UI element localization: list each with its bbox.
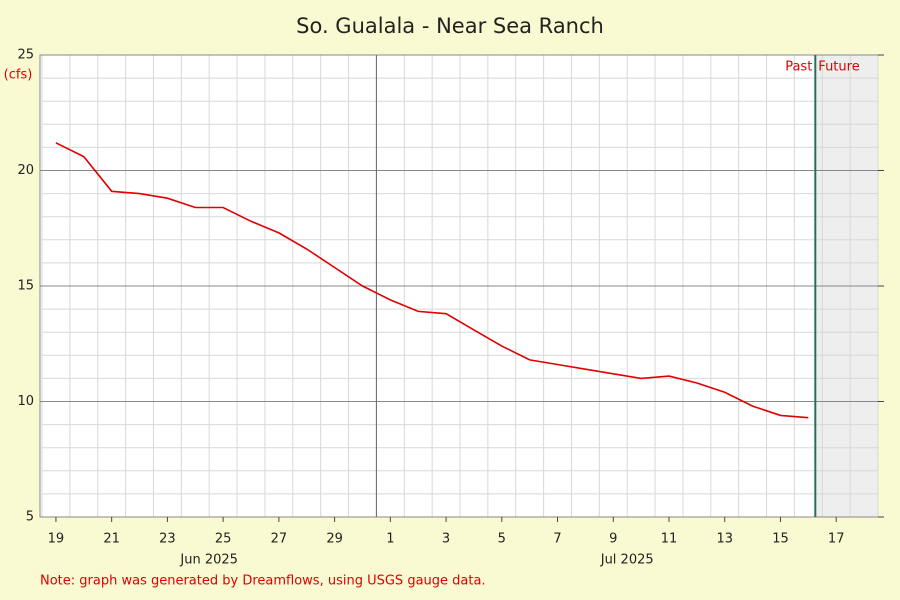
x-tick-label: 11: [661, 532, 678, 547]
x-tick-label: 13: [716, 532, 733, 547]
x-tick-label: 23: [159, 532, 176, 547]
y-tick-label: 25: [17, 48, 34, 63]
y-tick-label: 15: [17, 279, 34, 294]
flow-line: [55, 142, 809, 419]
x-tick-label: 29: [326, 532, 343, 547]
x-tick-label: 1: [386, 532, 394, 547]
x-tick-label: 21: [103, 532, 120, 547]
chart-title: So. Gualala - Near Sea Ranch: [296, 14, 604, 38]
past-label: Past: [785, 60, 812, 75]
future-label: Future: [818, 60, 859, 75]
month-label: Jul 2025: [600, 553, 654, 568]
y-axis-label: (cfs): [4, 68, 33, 83]
x-tick-label: 3: [442, 532, 450, 547]
x-tick-label: 19: [48, 532, 65, 547]
x-tick-label: 9: [609, 532, 617, 547]
x-tick-label: 25: [215, 532, 232, 547]
x-tick-label: 5: [498, 532, 506, 547]
month-label: Jun 2025: [179, 553, 238, 568]
x-tick-label: 7: [553, 532, 561, 547]
note: Note: graph was generated by Dreamflows,…: [40, 574, 486, 589]
x-tick-label: 15: [772, 532, 789, 547]
y-tick-label: 10: [17, 394, 34, 409]
y-tick-label: 20: [17, 163, 34, 178]
x-tick-label: 17: [828, 532, 845, 547]
y-tick-label: 5: [26, 510, 34, 525]
x-tick-label: 27: [271, 532, 288, 547]
